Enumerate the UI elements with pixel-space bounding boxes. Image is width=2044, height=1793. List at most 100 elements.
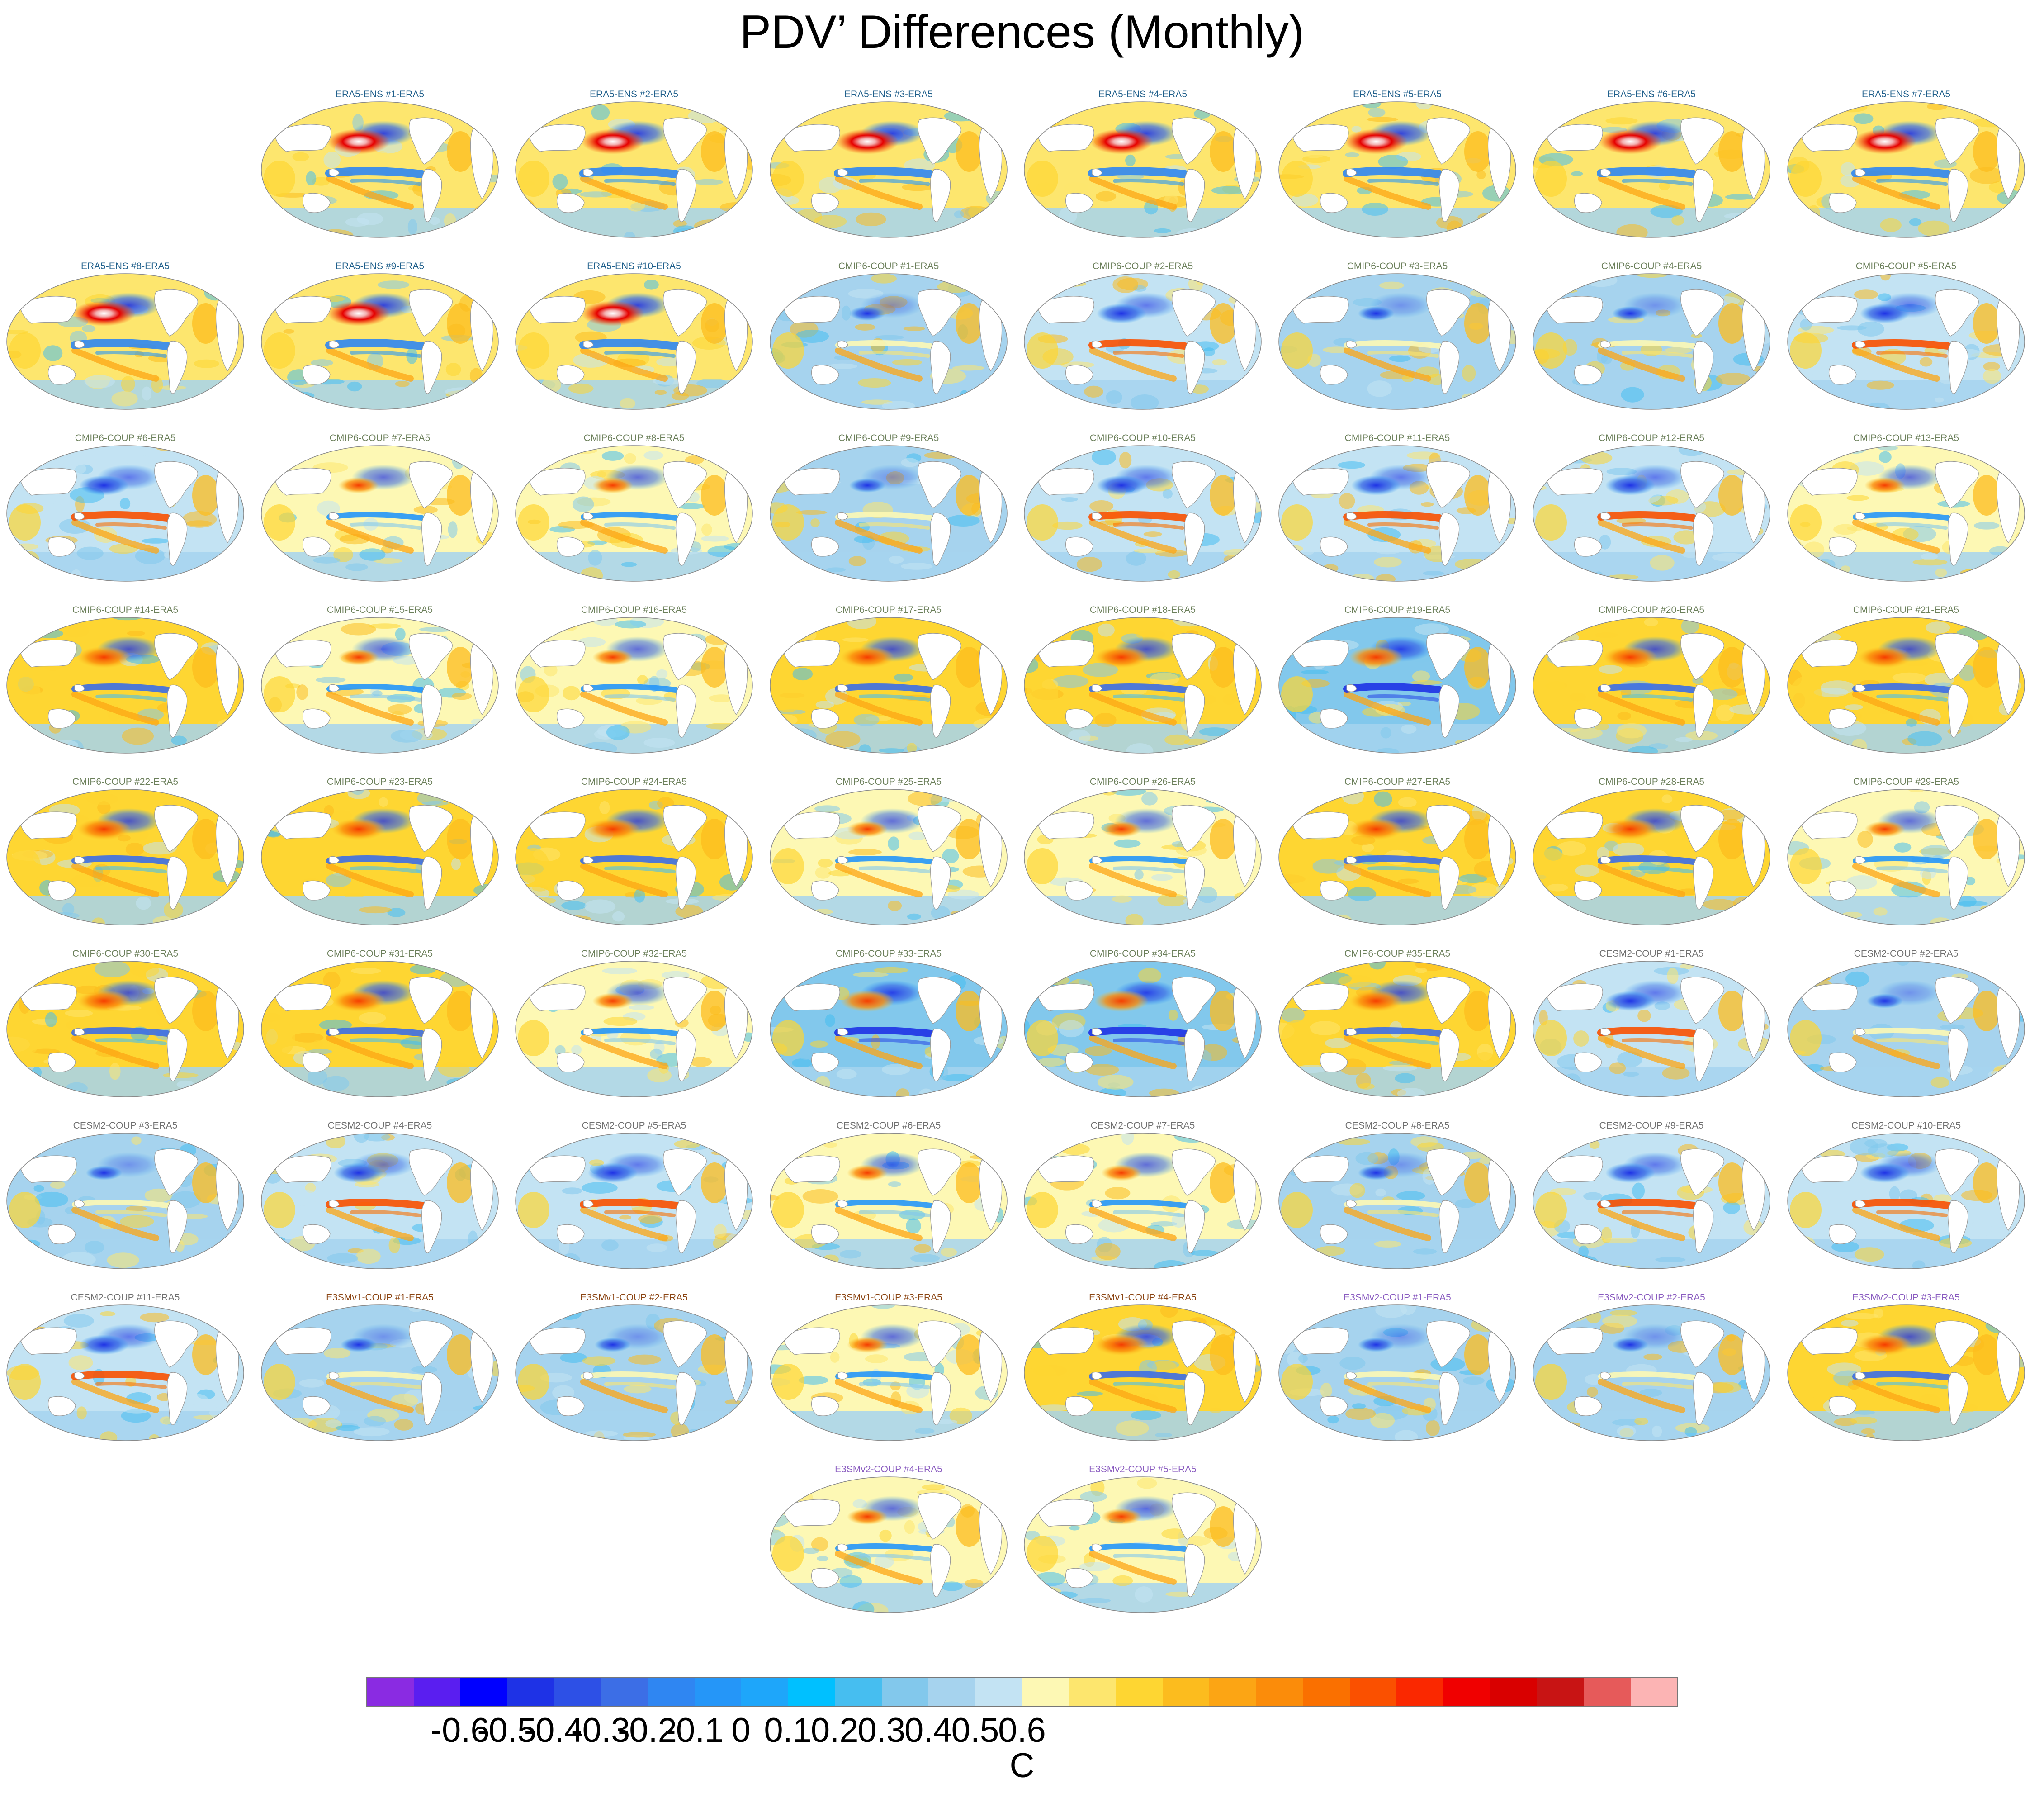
map-panel: CESM2-COUP #11-ERA5 [6,1292,244,1441]
map-field [261,274,498,409]
colorbar-box [1209,1678,1256,1706]
map-outline [1533,445,1770,582]
map-field [516,102,752,237]
map-panel: CMIP6-COUP #5-ERA5 [1787,261,2025,410]
map-field [1533,617,1770,753]
map-field [1279,961,1516,1097]
map-outline [1278,445,1516,582]
map-panel: CESM2-COUP #10-ERA5 [1787,1120,2025,1269]
map-outline [261,273,499,410]
map-field [261,961,498,1097]
map-panel: E3SMv2-COUP #4-ERA5 [770,1464,1008,1613]
map-panel: E3SMv2-COUP #1-ERA5 [1278,1292,1516,1441]
map-outline [261,101,499,238]
colorbar-box [1537,1678,1584,1706]
panel-label: CESM2-COUP #10-ERA5 [1851,1120,1961,1131]
map-panel: CMIP6-COUP #34-ERA5 [1024,949,1262,1097]
map-outline [1533,1133,1770,1269]
colorbar-tick-label: 0.2 [810,1711,859,1750]
map-panel: ERA5-ENS #4-ERA5 [1024,89,1262,238]
map-field [1024,1477,1261,1613]
map-outline [770,1476,1008,1613]
map-panel: ERA5-ENS #10-ERA5 [515,261,753,410]
map-field [770,789,1007,925]
colorbar-tick-label: -0.1 [664,1711,724,1750]
map-panel: CMIP6-COUP #4-ERA5 [1533,261,1770,410]
panel-label: E3SMv1-COUP #4-ERA5 [1089,1292,1197,1303]
map-field [1279,274,1516,409]
map-field [1533,446,1770,581]
map-outline [6,1133,244,1269]
map-outline [1278,101,1516,238]
panel-label: CMIP6-COUP #3-ERA5 [1347,261,1448,271]
map-outline [1533,961,1770,1097]
panel-label: ERA5-ENS #3-ERA5 [844,89,933,100]
map-field [1788,274,2025,409]
map-panel: CMIP6-COUP #30-ERA5 [6,949,244,1097]
panel-label: CESM2-COUP #1-ERA5 [1599,949,1704,959]
colorbar-units: C [1009,1746,1035,1785]
map-panel: CMIP6-COUP #33-ERA5 [770,949,1008,1097]
map-field [261,1305,498,1441]
colorbar-box [1490,1678,1537,1706]
map-field [1024,1133,1261,1269]
map-field [770,102,1007,237]
map-field [1533,1305,1770,1441]
panel-label: CMIP6-COUP #17-ERA5 [836,605,942,615]
map-panel: CMIP6-COUP #25-ERA5 [770,777,1008,925]
panel-label: E3SMv2-COUP #3-ERA5 [1852,1292,1960,1303]
map-outline [1533,273,1770,410]
map-outline [770,101,1008,238]
colorbar-tick-label: -0.4 [524,1711,583,1750]
map-field [770,1305,1007,1441]
colorbar-box [1069,1678,1116,1706]
panel-label: ERA5-ENS #9-ERA5 [336,261,424,271]
colorbar-box [694,1678,741,1706]
map-panel: ERA5-ENS #9-ERA5 [261,261,499,410]
panel-label: CMIP6-COUP #26-ERA5 [1090,777,1196,787]
map-panel: CMIP6-COUP #13-ERA5 [1787,433,2025,582]
colorbar-box [1349,1678,1396,1706]
panel-label: CMIP6-COUP #18-ERA5 [1090,605,1196,615]
map-panel: CMIP6-COUP #18-ERA5 [1024,605,1262,754]
map-field [516,1305,752,1441]
map-panel: E3SMv2-COUP #2-ERA5 [1533,1292,1770,1441]
colorbar-box [648,1678,695,1706]
map-panel: CMIP6-COUP #9-ERA5 [770,433,1008,582]
map-panel: CESM2-COUP #5-ERA5 [515,1120,753,1269]
map-field [770,446,1007,581]
colorbar-tick-label: 0 [731,1711,751,1750]
map-outline [515,101,753,238]
panel-label: CMIP6-COUP #21-ERA5 [1853,605,1959,615]
map-field [770,961,1007,1097]
map-panel: E3SMv1-COUP #4-ERA5 [1024,1292,1262,1441]
map-panel: CMIP6-COUP #1-ERA5 [770,261,1008,410]
map-panel: CMIP6-COUP #28-ERA5 [1533,777,1770,925]
colorbar-box [1443,1678,1490,1706]
panel-label: CMIP6-COUP #1-ERA5 [838,261,939,271]
map-field [1024,102,1261,237]
map-panel: E3SMv2-COUP #3-ERA5 [1787,1292,2025,1441]
colorbar-box [1303,1678,1350,1706]
panel-label: CMIP6-COUP #30-ERA5 [72,949,178,959]
panel-label: CMIP6-COUP #27-ERA5 [1344,777,1450,787]
map-field [770,1133,1007,1269]
map-outline [1024,1133,1262,1269]
map-panel: CMIP6-COUP #10-ERA5 [1024,433,1262,582]
colorbar [366,1677,1678,1707]
map-field [1533,1133,1770,1269]
panel-label: ERA5-ENS #10-ERA5 [587,261,681,271]
map-panel: CESM2-COUP #6-ERA5 [770,1120,1008,1269]
map-panel: CMIP6-COUP #8-ERA5 [515,433,753,582]
colorbar-box [367,1678,414,1706]
panel-label: E3SMv1-COUP #1-ERA5 [326,1292,434,1303]
colorbar-box [1116,1678,1163,1706]
map-outline [1278,617,1516,754]
panel-label: CMIP6-COUP #22-ERA5 [72,777,178,787]
map-field [770,1477,1007,1613]
colorbar-box [835,1678,882,1706]
map-outline [1533,1304,1770,1441]
map-panel: CMIP6-COUP #22-ERA5 [6,777,244,925]
map-outline [770,961,1008,1097]
map-panel: CMIP6-COUP #3-ERA5 [1278,261,1516,410]
